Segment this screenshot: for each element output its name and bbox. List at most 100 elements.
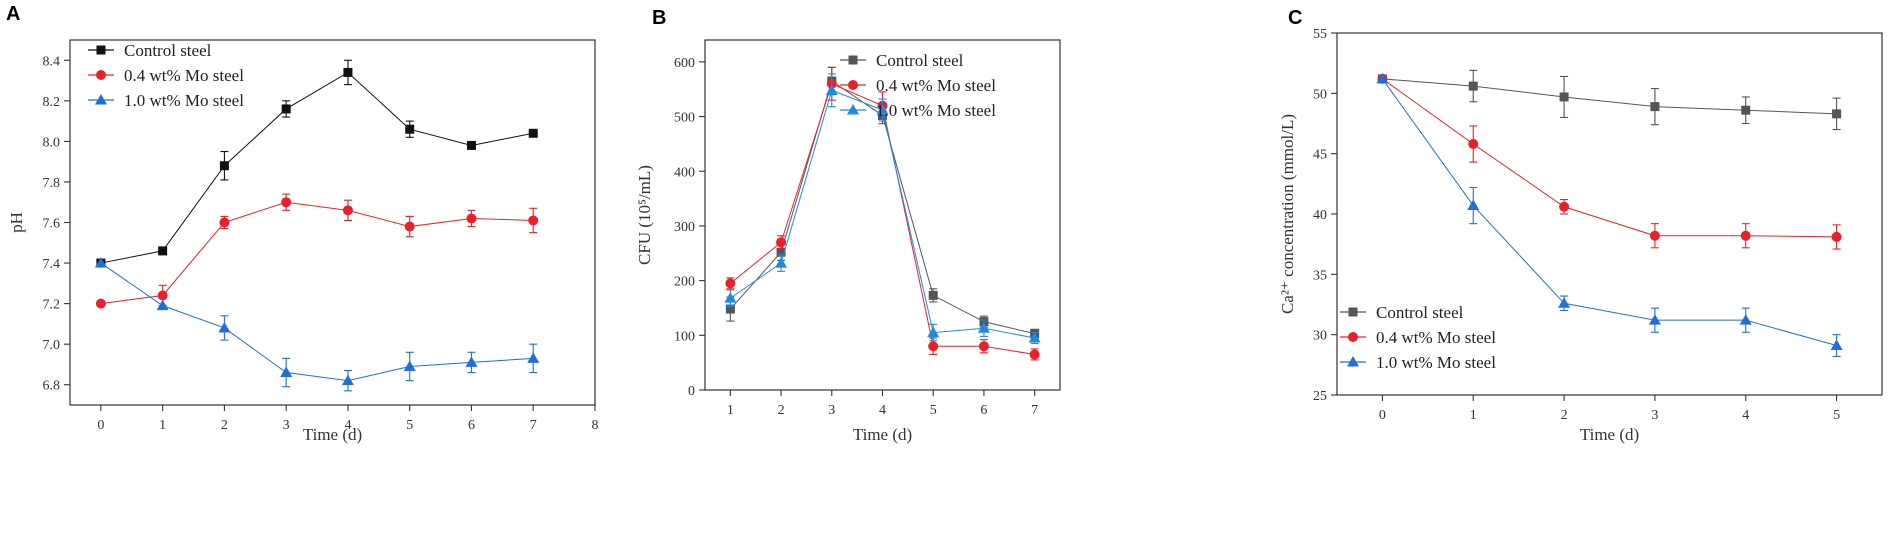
legend-marker	[96, 70, 106, 80]
data-point	[1559, 92, 1569, 102]
y-axis-label: CFU (10⁵/mL)	[635, 165, 654, 265]
y-tick-label: 50	[1313, 87, 1327, 102]
x-axis-label: Time (d)	[1580, 425, 1639, 444]
x-tick-label: 3	[1651, 408, 1658, 423]
data-point	[977, 322, 990, 333]
x-tick-label: 7	[1031, 403, 1038, 418]
x-axis-label: Time (d)	[853, 425, 912, 444]
panel-letter-c: C	[1288, 7, 1302, 29]
data-point	[157, 290, 168, 301]
x-tick-label: 1	[1470, 408, 1477, 423]
data-point	[156, 299, 169, 311]
legend-label: Control steel	[1376, 303, 1464, 322]
series-3	[1376, 72, 1843, 357]
y-tick-label: 25	[1313, 389, 1327, 404]
legend: Control steel 0.4 wt% Mo steel 1.0 wt% Mo …	[840, 51, 996, 120]
y-tick-label: 55	[1313, 27, 1327, 42]
data-point	[725, 304, 735, 314]
data-point	[528, 215, 539, 226]
data-point	[928, 341, 939, 352]
y-tick-label: 100	[674, 329, 695, 344]
data-point	[825, 84, 838, 95]
series-line	[100, 71, 534, 264]
x-tick-label: 0	[1379, 408, 1386, 423]
x-tick-label: 2	[778, 403, 785, 418]
data-point	[403, 360, 416, 371]
x-tick-label: 6	[980, 403, 987, 418]
legend-label: 0.4 wt% Mo steel	[124, 66, 244, 85]
data-point	[219, 161, 229, 171]
data-point	[927, 326, 940, 338]
series-line	[1382, 78, 1837, 238]
data-point	[343, 67, 353, 77]
x-tick-label: 4	[879, 403, 886, 418]
x-tick-label: 5	[1833, 408, 1840, 423]
legend: Control steel 0.4 wt% Mo steel 1.0 wt% Mo …	[1340, 303, 1496, 372]
legend-label: 0.4 wt% Mo steel	[1376, 328, 1496, 347]
data-point	[158, 246, 168, 256]
y-tick-label: 45	[1313, 148, 1327, 163]
legend-label: 1.0 wt% Mo steel	[876, 101, 996, 120]
series-2	[1377, 73, 1842, 250]
legend-label: Control steel	[124, 41, 212, 60]
data-point	[1832, 109, 1842, 119]
legend-label: 1.0 wt% Mo steel	[124, 91, 244, 110]
data-point	[1468, 81, 1478, 91]
x-tick-label: 0	[97, 418, 104, 433]
legend-label: Control steel	[876, 51, 964, 70]
y-tick-label: 600	[674, 56, 695, 71]
data-point	[1558, 297, 1571, 308]
data-point	[466, 140, 476, 150]
y-tick-label: 8.4	[43, 54, 61, 69]
series-line	[1382, 78, 1837, 115]
data-point	[1467, 199, 1480, 211]
data-point	[466, 213, 477, 224]
series-3	[94, 257, 540, 392]
series-line	[100, 262, 534, 382]
data-point	[1648, 314, 1661, 325]
x-axis-label: Time (d)	[303, 425, 362, 444]
legend: Control steel 0.4 wt% Mo steel 1.0 wt% Mo …	[88, 41, 244, 110]
panel-a: A 0 1 2 3 4 5 6 7 8 6.8 7.0 7.2 7.4 7.6 7.8 8.0 8.2 8.4 Ti…	[6, 3, 599, 444]
legend-marker	[96, 45, 106, 55]
panel-letter-b: B	[652, 7, 666, 29]
legend-marker	[847, 104, 859, 115]
y-tick-label: 7.2	[43, 298, 61, 313]
y-tick-label: 0	[688, 384, 695, 399]
data-point	[724, 292, 737, 303]
x-tick-label: 6	[468, 418, 475, 433]
data-point	[1740, 230, 1751, 241]
series-line	[730, 83, 1035, 355]
series-1	[1377, 69, 1842, 131]
data-point	[342, 205, 353, 216]
legend-marker	[1348, 332, 1358, 342]
legend-marker	[1347, 356, 1359, 367]
y-tick-label: 400	[674, 165, 695, 180]
y-tick-label: 500	[674, 111, 695, 126]
data-point	[1468, 139, 1479, 150]
data-point	[1029, 349, 1040, 360]
data-point	[465, 356, 478, 367]
data-point	[527, 352, 540, 363]
series-line	[100, 201, 534, 305]
data-point	[94, 257, 107, 268]
series-3	[724, 73, 1041, 345]
y-axis-label: pH	[7, 212, 26, 233]
x-tick-label: 3	[828, 403, 835, 418]
x-tick-label: 5	[406, 418, 413, 433]
legend-marker	[95, 94, 107, 105]
x-tick-label: 2	[221, 418, 228, 433]
data-point	[404, 221, 415, 232]
x-tick-label: 8	[592, 418, 599, 433]
data-point	[1739, 314, 1752, 325]
panel-b: B 1 2 3 4 5 6 7 0 100 200 300 400 500 600 Time (d) CFU …	[635, 7, 1061, 444]
data-point	[1830, 339, 1843, 351]
panel-letter-a: A	[6, 3, 20, 25]
data-point	[1376, 72, 1389, 84]
data-point	[876, 104, 889, 115]
y-tick-label: 200	[674, 275, 695, 290]
data-point	[219, 217, 230, 228]
data-point	[1650, 102, 1660, 112]
y-tick-label: 7.0	[43, 338, 61, 353]
